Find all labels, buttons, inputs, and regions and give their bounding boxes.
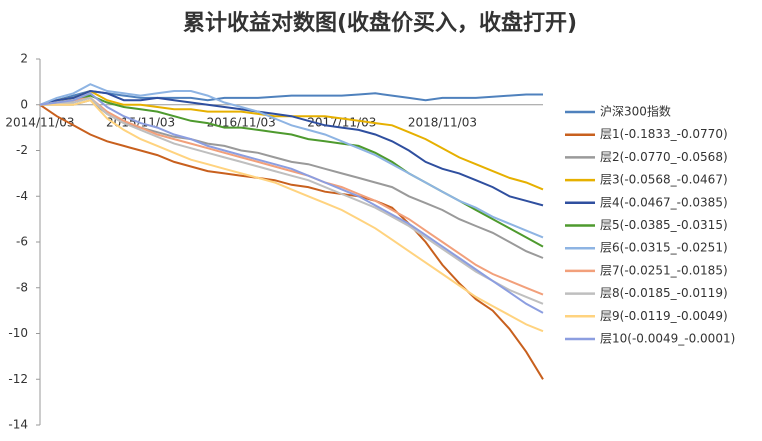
series-line — [39, 89, 543, 106]
y-tick-label: -4 — [16, 189, 28, 203]
series-line — [39, 92, 544, 314]
legend-label: 层3(-0.0568_-0.0467) — [600, 173, 728, 187]
series-line — [39, 96, 544, 296]
series-line — [39, 83, 544, 239]
y-tick-label: -6 — [16, 235, 28, 249]
series-line — [39, 103, 544, 380]
x-tick-label: 2018/11/03 — [408, 115, 477, 129]
y-tick-label: -14 — [8, 418, 28, 432]
y-tick-label: -8 — [16, 280, 28, 294]
legend-label: 层4(-0.0467_-0.0385) — [600, 195, 728, 209]
legend-label: 层2(-0.0770_-0.0568) — [600, 150, 728, 164]
y-tick-label: 2 — [20, 52, 28, 66]
series-line — [40, 99, 544, 333]
legend-label: 层1(-0.1833_-0.0770) — [600, 127, 728, 141]
y-tick-label: -10 — [8, 326, 28, 340]
x-tick-label: 2014/11/03 — [5, 115, 74, 129]
x-tick-label: 2016/11/03 — [207, 115, 276, 129]
series-line — [39, 96, 544, 305]
y-tick-label: 0 — [20, 97, 28, 111]
series-line — [39, 89, 544, 207]
legend-label: 层7(-0.0251_-0.0185) — [600, 263, 728, 277]
legend-label: 层6(-0.0315_-0.0251) — [600, 241, 728, 255]
legend-label: 层5(-0.0385_-0.0315) — [600, 218, 728, 232]
legend-label: 沪深300指数 — [600, 104, 671, 119]
legend-label: 层10(-0.0049_-0.0001) — [600, 332, 735, 346]
legend-label: 层8(-0.0185_-0.0119) — [600, 286, 728, 300]
legend-label: 层9(-0.0119_-0.0049) — [600, 309, 728, 323]
chart-title: 累计收益对数图(收盘价买入，收盘打开) — [183, 10, 577, 36]
y-tick-label: -2 — [16, 143, 28, 157]
y-tick-label: -12 — [8, 372, 28, 386]
